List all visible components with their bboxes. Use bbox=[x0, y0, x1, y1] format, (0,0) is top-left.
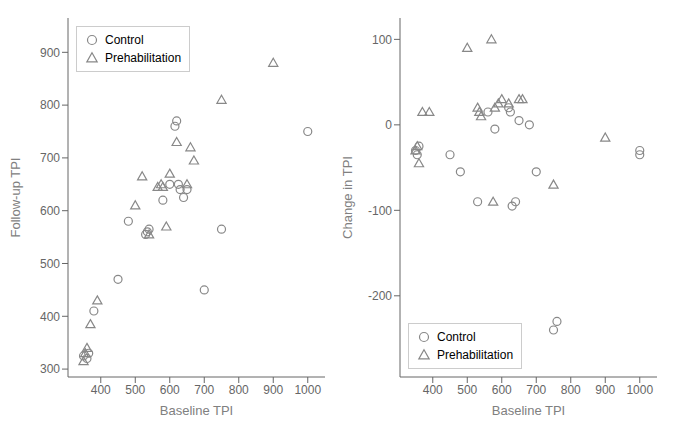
svg-text:400: 400 bbox=[423, 383, 443, 397]
svg-text:1000: 1000 bbox=[626, 383, 653, 397]
svg-text:500: 500 bbox=[125, 383, 145, 397]
svg-text:-100: -100 bbox=[368, 204, 392, 218]
svg-text:400: 400 bbox=[91, 383, 111, 397]
svg-text:Baseline TPI: Baseline TPI bbox=[492, 403, 565, 418]
svg-text:300: 300 bbox=[40, 362, 60, 376]
svg-text:1000: 1000 bbox=[294, 383, 321, 397]
svg-text:500: 500 bbox=[40, 257, 60, 271]
svg-text:Change in TPI: Change in TPI bbox=[340, 156, 355, 239]
svg-text:800: 800 bbox=[40, 98, 60, 112]
svg-text:700: 700 bbox=[526, 383, 546, 397]
svg-text:800: 800 bbox=[229, 383, 249, 397]
html-text:Prehabilitation: Prehabilitation bbox=[105, 51, 182, 65]
svg-text:600: 600 bbox=[160, 383, 180, 397]
svg-text:900: 900 bbox=[595, 383, 615, 397]
svg-text:800: 800 bbox=[561, 383, 581, 397]
svg-text:Baseline TPI: Baseline TPI bbox=[160, 403, 233, 418]
svg-text:Follow-up TPI: Follow-up TPI bbox=[8, 158, 23, 238]
svg-text:700: 700 bbox=[194, 383, 214, 397]
html-text:Prehabilitation: Prehabilitation bbox=[437, 348, 514, 362]
svg-text:700: 700 bbox=[40, 151, 60, 165]
svg-text:400: 400 bbox=[40, 310, 60, 324]
svg-text:900: 900 bbox=[263, 383, 283, 397]
svg-text:0: 0 bbox=[385, 118, 392, 132]
svg-text:600: 600 bbox=[40, 204, 60, 218]
svg-text:900: 900 bbox=[40, 46, 60, 60]
svg-text:100: 100 bbox=[372, 33, 392, 47]
svg-text:600: 600 bbox=[492, 383, 512, 397]
html-text:Control: Control bbox=[437, 330, 476, 344]
svg-text:500: 500 bbox=[457, 383, 477, 397]
svg-text:-200: -200 bbox=[368, 289, 392, 303]
html-text:Control: Control bbox=[105, 33, 144, 47]
